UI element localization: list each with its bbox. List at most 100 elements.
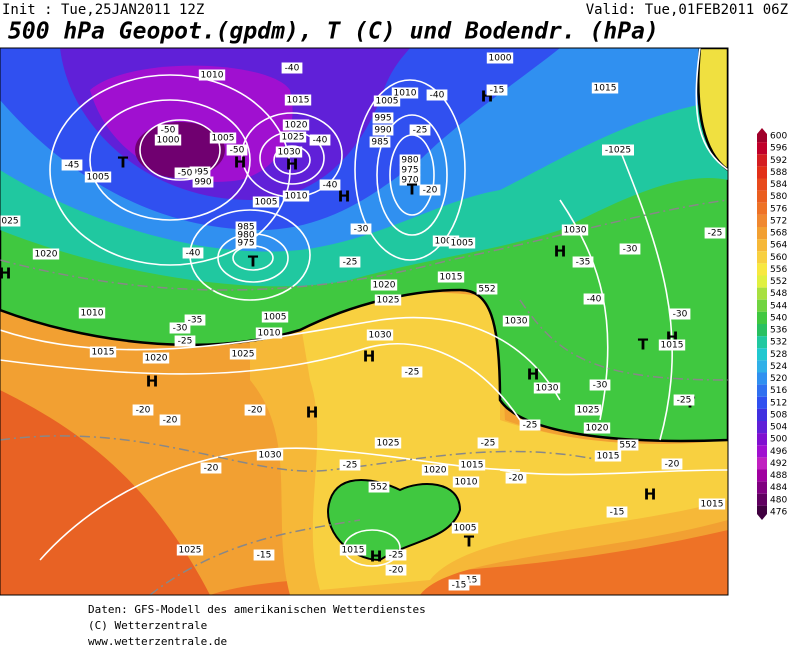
contour-label: 975 <box>401 166 418 176</box>
colorbar-swatch <box>757 324 767 337</box>
label-box <box>192 176 214 188</box>
contour-label: 990 <box>194 178 211 188</box>
label-box <box>399 174 421 186</box>
label-box <box>32 248 60 260</box>
contour-label: 1020 <box>424 466 447 476</box>
label-box <box>459 574 481 586</box>
label-box <box>399 154 421 166</box>
colorbar-label: 568 <box>770 229 787 239</box>
contour-label: 1015 <box>287 96 310 106</box>
pressure-center: H <box>370 548 383 566</box>
colorbar-label: 600 <box>770 132 787 142</box>
contour-label: 552 <box>370 483 387 493</box>
contour-label: -1025 <box>605 146 631 156</box>
contour-label: 1015 <box>440 273 463 283</box>
label-box <box>226 144 248 156</box>
label-box <box>319 179 341 191</box>
contour-label: 1020 <box>373 281 396 291</box>
label-box <box>209 132 237 144</box>
contour-label: 985 <box>371 138 388 148</box>
label-box <box>574 404 602 416</box>
contour-label: 1015 <box>594 84 617 94</box>
label-box <box>572 256 594 268</box>
contour-label: 1030 <box>259 451 282 461</box>
colorbar-swatch <box>757 299 767 312</box>
contour-label: 1000 <box>157 136 180 146</box>
contour-label: -20 <box>423 186 438 196</box>
pressure-center: H <box>527 366 540 384</box>
contour-label: 1025 <box>232 350 255 360</box>
contour-label: -25 <box>405 368 420 378</box>
contour-label: 1025 <box>577 406 600 416</box>
contour-label: 1015 <box>461 461 484 471</box>
label-box <box>309 134 331 146</box>
label-box <box>448 579 470 591</box>
label-box <box>533 382 561 394</box>
pressure-center: H <box>234 154 247 172</box>
label-box <box>339 459 361 471</box>
contour-label: -25 <box>413 126 428 136</box>
contour-label: 1010 <box>258 329 281 339</box>
label-box <box>589 379 611 391</box>
contour-label: -40 <box>285 64 300 74</box>
colorbar-label: 528 <box>770 350 787 360</box>
label-box <box>372 112 394 124</box>
label-box <box>561 224 589 236</box>
contour-label: 1030 <box>564 226 587 236</box>
init-time: Init : Tue,25JAN2011 12Z <box>2 2 204 18</box>
label-box <box>366 329 394 341</box>
pressure-center: T <box>638 336 649 354</box>
colorbar-label: 496 <box>770 447 787 457</box>
label-box <box>374 437 402 449</box>
colorbar-label: 592 <box>770 156 787 166</box>
contour-label: 1010 <box>394 89 417 99</box>
contour-label: 1025 <box>377 296 400 306</box>
colorbar-swatch <box>757 372 767 385</box>
label-box <box>421 464 449 476</box>
colorbar-label: 544 <box>770 301 787 311</box>
contour-label: 1030 <box>536 384 559 394</box>
pressure-center: H <box>644 486 657 504</box>
contour-label: 1005 <box>255 198 278 208</box>
footer-line: www.wetterzentrale.de <box>88 635 227 648</box>
label-box <box>89 346 117 358</box>
label-box <box>669 308 691 320</box>
label-box <box>476 283 498 295</box>
colorbar-swatch <box>757 190 767 203</box>
label-box <box>374 294 402 306</box>
label-box <box>437 271 465 283</box>
colorbar-label: 484 <box>770 483 787 493</box>
label-box <box>583 293 605 305</box>
contour-label: 980 <box>237 231 254 241</box>
contour-label: -50 <box>178 169 193 179</box>
label-box <box>486 84 508 96</box>
label-box <box>486 52 514 64</box>
colorbar-swatch <box>757 202 767 215</box>
label-box <box>159 414 181 426</box>
label-box <box>409 124 431 136</box>
colorbar-swatch <box>757 505 767 520</box>
contour-label: -25 <box>343 258 358 268</box>
label-box <box>602 144 634 156</box>
label-box <box>452 476 480 488</box>
colorbar-swatch <box>757 493 767 506</box>
contour-label: 1015 <box>342 546 365 556</box>
colorbar-swatch <box>757 227 767 240</box>
contour-label: -25 <box>178 337 193 347</box>
contour-label: 985 <box>237 223 254 233</box>
label-box <box>661 458 683 470</box>
colorbar-label: 536 <box>770 326 787 336</box>
contour-label: -40 <box>587 295 602 305</box>
label-box <box>673 394 695 406</box>
contour-label: 1005 <box>264 313 287 323</box>
colorbar-swatch <box>757 360 767 373</box>
colorbar-swatch <box>757 239 767 252</box>
label-box <box>458 459 486 471</box>
label-box <box>253 549 275 561</box>
label-box <box>282 190 310 202</box>
label-box <box>142 352 170 364</box>
colorbar-swatch <box>757 214 767 227</box>
contour-label: 975 <box>237 239 254 249</box>
contour-label: -30 <box>593 381 608 391</box>
